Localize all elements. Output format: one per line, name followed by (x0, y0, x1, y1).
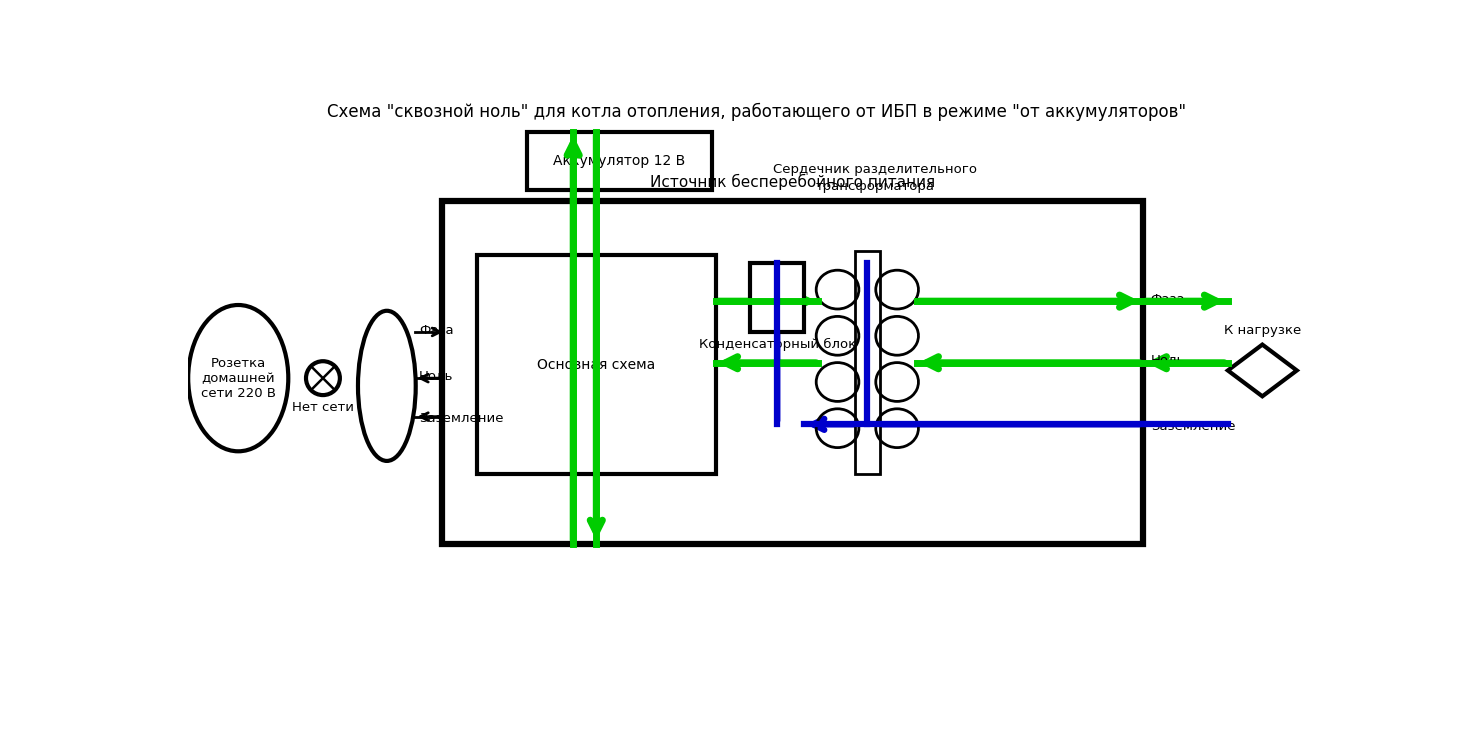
Text: Источник бесперебойного питания: Источник бесперебойного питания (649, 174, 936, 189)
Text: Заземление: Заземление (1151, 419, 1235, 433)
Bar (527, 132, 711, 189)
Text: Схема "сквозной ноль" для котла отопления, работающего от ИБП в режиме "от аккум: Схема "сквозной ноль" для котла отоплени… (326, 103, 1187, 121)
Bar (750, 263, 804, 332)
Bar (477, 255, 716, 475)
Text: Фаза: Фаза (1151, 293, 1185, 305)
Bar (855, 251, 880, 475)
Text: Ноль: Ноль (419, 370, 453, 383)
Bar (443, 201, 1142, 544)
Text: К нагрузке: К нагрузке (1224, 324, 1300, 337)
Text: Нет сети: Нет сети (292, 402, 354, 414)
Text: Основная схема: Основная схема (537, 358, 655, 372)
Text: Заземление: Заземление (419, 412, 503, 425)
Text: Розетка
домашней
сети 220 В: Розетка домашней сети 220 В (201, 357, 276, 399)
Text: Конденсаторный блок: Конденсаторный блок (698, 338, 856, 351)
Text: Аккумулятор 12 В: Аккумулятор 12 В (554, 153, 685, 168)
Text: Сердечник разделительного
трансформатора: Сердечник разделительного трансформатора (773, 163, 977, 194)
Text: Ноль: Ноль (1151, 355, 1185, 367)
Text: Фаза: Фаза (419, 323, 453, 337)
